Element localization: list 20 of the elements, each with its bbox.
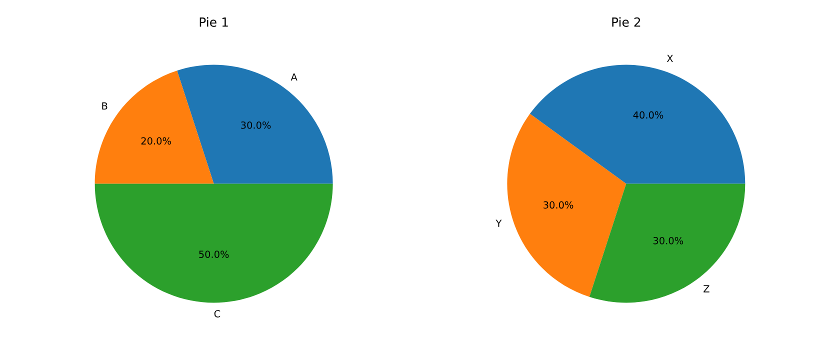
chart-title: Pie 2 bbox=[612, 17, 640, 27]
pie-slice bbox=[589, 184, 746, 303]
data-label: 40.0% bbox=[633, 111, 664, 119]
slice-label: A bbox=[290, 73, 298, 81]
slice-label: X bbox=[666, 54, 673, 62]
slice-label: C bbox=[214, 310, 220, 318]
data-label: 50.0% bbox=[199, 250, 229, 258]
pie-slice bbox=[177, 64, 333, 184]
pie-slice bbox=[94, 184, 333, 303]
pie-slice bbox=[507, 114, 626, 297]
slice-label: Z bbox=[704, 285, 710, 292]
pie-slice bbox=[530, 64, 746, 184]
pie-slice bbox=[94, 70, 214, 184]
slice-label: B bbox=[102, 102, 108, 110]
slice-label: Y bbox=[496, 220, 502, 227]
data-label: 20.0% bbox=[141, 137, 171, 145]
data-label: 30.0% bbox=[544, 201, 574, 209]
chart-title: Pie 1 bbox=[200, 17, 228, 27]
data-label: 30.0% bbox=[653, 236, 684, 244]
data-label: 30.0% bbox=[241, 121, 271, 129]
